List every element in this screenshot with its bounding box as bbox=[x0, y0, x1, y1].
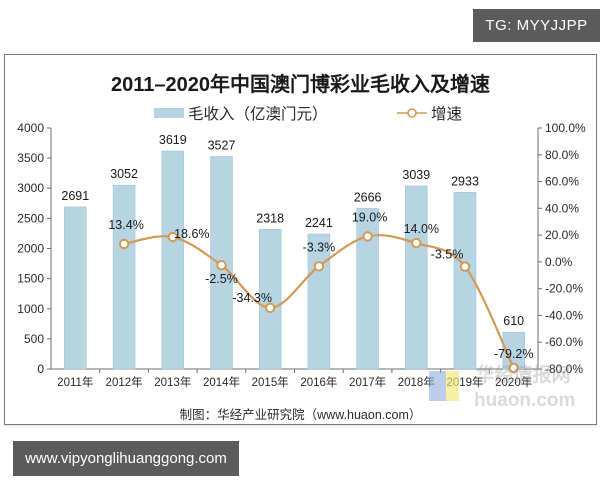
svg-text:40.0%: 40.0% bbox=[545, 201, 579, 215]
svg-text:-40.0%: -40.0% bbox=[545, 308, 583, 322]
svg-text:1500: 1500 bbox=[17, 272, 44, 286]
svg-text:-79.2%: -79.2% bbox=[494, 347, 534, 361]
svg-text:-20.0%: -20.0% bbox=[545, 282, 583, 296]
svg-text:-3.5%: -3.5% bbox=[431, 248, 464, 262]
svg-text:60.0%: 60.0% bbox=[545, 175, 579, 189]
svg-text:100.0%: 100.0% bbox=[545, 121, 586, 135]
svg-text:13.4%: 13.4% bbox=[108, 218, 143, 232]
svg-text:2015年: 2015年 bbox=[252, 375, 289, 389]
svg-text:2017年: 2017年 bbox=[349, 375, 386, 389]
svg-text:-3.3%: -3.3% bbox=[303, 240, 336, 254]
svg-text:2000: 2000 bbox=[17, 242, 44, 256]
svg-text:0.0%: 0.0% bbox=[545, 255, 573, 269]
svg-text:2012年: 2012年 bbox=[106, 375, 143, 389]
svg-text:3052: 3052 bbox=[110, 167, 138, 181]
svg-text:2691: 2691 bbox=[61, 189, 89, 203]
svg-text:610: 610 bbox=[503, 314, 524, 328]
svg-text:-80.0%: -80.0% bbox=[545, 362, 583, 376]
svg-text:2013年: 2013年 bbox=[154, 375, 191, 389]
svg-text:2016年: 2016年 bbox=[300, 375, 337, 389]
svg-text:3500: 3500 bbox=[17, 151, 44, 165]
svg-text:80.0%: 80.0% bbox=[545, 148, 579, 162]
svg-text:2500: 2500 bbox=[17, 211, 44, 225]
svg-text:14.0%: 14.0% bbox=[404, 222, 439, 236]
svg-text:2241: 2241 bbox=[305, 216, 333, 230]
svg-text:3527: 3527 bbox=[208, 139, 236, 153]
svg-text:3619: 3619 bbox=[159, 133, 187, 147]
svg-text:4000: 4000 bbox=[17, 121, 44, 135]
svg-text:0: 0 bbox=[37, 362, 44, 376]
svg-text:-2.5%: -2.5% bbox=[205, 272, 238, 286]
svg-text:500: 500 bbox=[24, 332, 44, 346]
svg-text:2933: 2933 bbox=[451, 174, 479, 188]
svg-text:3000: 3000 bbox=[17, 181, 44, 195]
svg-text:3039: 3039 bbox=[402, 168, 430, 182]
svg-text:-60.0%: -60.0% bbox=[545, 335, 583, 349]
svg-text:2666: 2666 bbox=[354, 190, 382, 204]
svg-text:2020年: 2020年 bbox=[495, 375, 532, 389]
svg-text:2014年: 2014年 bbox=[203, 375, 240, 389]
svg-text:20.0%: 20.0% bbox=[545, 228, 579, 242]
svg-text:19.0%: 19.0% bbox=[352, 210, 387, 224]
svg-text:-34.3%: -34.3% bbox=[232, 291, 272, 305]
svg-text:2318: 2318 bbox=[256, 211, 284, 225]
svg-text:2011年: 2011年 bbox=[57, 375, 93, 389]
svg-text:1000: 1000 bbox=[17, 302, 44, 316]
svg-text:18.6%: 18.6% bbox=[174, 227, 209, 241]
